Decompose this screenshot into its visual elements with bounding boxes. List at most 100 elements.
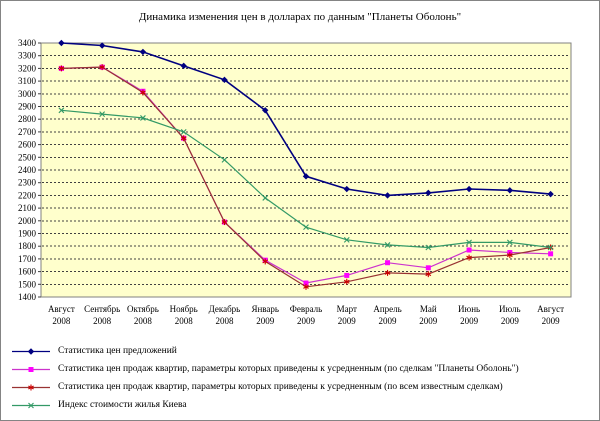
y-tick-label: 1900 xyxy=(18,229,37,239)
x-tick-label-year: 2009 xyxy=(256,316,275,326)
y-tick-label: 2300 xyxy=(18,178,37,188)
x-tick-label-year: 2009 xyxy=(542,316,561,326)
x-marker-icon xyxy=(384,242,391,248)
x-marker-icon xyxy=(180,129,187,135)
x-tick-label-year: 2009 xyxy=(460,316,479,326)
x-tick-label-year: 2009 xyxy=(338,316,357,326)
x-tick-label-month: Апрель xyxy=(373,304,401,314)
star-marker-icon xyxy=(99,64,106,71)
square-marker-icon xyxy=(548,251,554,257)
star-marker-icon xyxy=(384,269,391,276)
x-marker-icon xyxy=(506,239,513,246)
x-marker-icon xyxy=(221,156,228,163)
star-marker-icon xyxy=(262,258,269,265)
legend-item-offer-prices: Статистика цен предложений xyxy=(11,342,519,360)
legend-item-kyiv-housing-index: Индекс стоимости жилья Киева xyxy=(11,396,519,414)
x-tick-label-year: 2008 xyxy=(52,316,71,326)
y-tick-label: 2900 xyxy=(18,102,37,112)
square-marker-icon xyxy=(303,280,309,286)
square-marker-icon xyxy=(425,265,431,271)
diamond-marker-icon xyxy=(221,76,228,84)
x-tick-label-month: Май xyxy=(420,304,437,314)
x-tick-label-year: 2009 xyxy=(501,316,520,326)
x-marker-icon xyxy=(58,107,65,114)
legend-marker-star-icon xyxy=(12,384,50,390)
square-marker-icon xyxy=(344,272,350,278)
y-tick-label: 2700 xyxy=(18,127,37,137)
x-tick-label-month: Март xyxy=(337,304,357,314)
star-marker-icon xyxy=(180,135,187,142)
legend-item-sales-obolon-deals: Статистика цен продаж квартир, параметры… xyxy=(11,360,519,378)
x-tick-label-month: Июнь xyxy=(458,304,480,314)
legend-item-sales-all-deals: Статистика цен продаж квартир, параметры… xyxy=(11,378,519,396)
x-tick-label-year: 2009 xyxy=(297,316,316,326)
y-tick-label: 1500 xyxy=(18,279,37,289)
x-tick-label-month: Август xyxy=(537,304,564,314)
y-tick-label: 2400 xyxy=(18,165,37,175)
x-tick-label-year: 2008 xyxy=(93,316,112,326)
legend-label: Статистика цен продаж квартир, параметры… xyxy=(58,382,503,392)
diamond-marker-icon xyxy=(465,185,473,193)
x-marker-icon xyxy=(466,239,472,246)
x-marker-icon xyxy=(425,244,432,251)
x-tick-label-year: 2008 xyxy=(175,316,194,326)
diamond-marker-icon xyxy=(425,189,432,197)
diamond-marker-icon xyxy=(343,185,350,193)
legend-label: Статистика цен предложений xyxy=(58,346,177,356)
star-marker-icon xyxy=(506,252,513,259)
legend-label: Индекс стоимости жилья Киева xyxy=(58,400,187,410)
y-tick-label: 3300 xyxy=(18,51,37,61)
star-marker-icon xyxy=(28,384,34,390)
star-marker-icon xyxy=(140,89,146,96)
diamond-marker-icon xyxy=(302,173,310,180)
x-tick-label-month: Август xyxy=(48,304,75,314)
x-tick-label-month: Январь xyxy=(251,304,279,314)
diamond-marker-icon xyxy=(180,62,187,70)
x-tick-label-month: Сентябрь xyxy=(84,304,120,314)
star-marker-icon xyxy=(343,278,350,285)
x-tick-label-year: 2009 xyxy=(379,316,398,326)
x-marker-icon xyxy=(303,224,309,231)
star-marker-icon xyxy=(58,65,65,72)
x-tick-label-month: Ноябрь xyxy=(170,304,198,314)
square-marker-icon xyxy=(385,260,391,266)
x-marker-icon xyxy=(99,111,106,118)
legend: Статистика цен предложений Статистика це… xyxy=(11,342,519,414)
legend-marker-diamond-icon xyxy=(12,347,50,355)
x-tick-label-month: Декабрь xyxy=(209,304,241,314)
y-tick-label: 3100 xyxy=(18,76,37,86)
star-marker-icon xyxy=(425,271,432,278)
x-marker-icon xyxy=(262,195,269,201)
diamond-marker-icon xyxy=(506,187,514,194)
y-tick-label: 2500 xyxy=(18,152,37,162)
legend-marker-x-icon xyxy=(12,402,50,408)
x-tick-label-month: Февраль xyxy=(290,304,323,314)
y-tick-label: 2600 xyxy=(18,140,37,150)
x-marker-icon xyxy=(28,402,34,408)
star-marker-icon xyxy=(466,254,472,261)
chart-title: Динамика изменения цен в долларах по дан… xyxy=(138,11,462,23)
x-tick-label-year: 2009 xyxy=(419,316,438,326)
y-tick-label: 1800 xyxy=(18,241,37,251)
price-dynamics-chart: 3400 3300 3200 3100 3000 2900 2800 2700 2600 2500… xyxy=(18,38,572,326)
x-tick-label-year: 2008 xyxy=(134,316,153,326)
diamond-marker-icon xyxy=(58,39,65,47)
diamond-marker-icon xyxy=(139,48,147,56)
x-marker-icon xyxy=(343,236,350,243)
y-tick-label: 3000 xyxy=(18,89,37,99)
star-marker-icon xyxy=(303,283,309,290)
diamond-marker-icon xyxy=(384,192,391,199)
x-tick-label-month: Октябрь xyxy=(127,304,159,314)
y-tick-label: 1600 xyxy=(18,267,37,277)
star-marker-icon xyxy=(221,219,228,226)
square-marker-icon xyxy=(466,247,472,253)
x-marker-icon xyxy=(140,115,146,121)
y-tick-label: 2200 xyxy=(18,190,37,200)
y-tick-label: 3400 xyxy=(18,38,37,48)
square-marker-icon xyxy=(28,366,34,372)
y-tick-label: 2000 xyxy=(18,216,37,226)
diamond-marker-icon xyxy=(27,347,35,355)
x-tick-label-year: 2008 xyxy=(215,316,234,326)
y-tick-label: 1700 xyxy=(18,254,37,264)
